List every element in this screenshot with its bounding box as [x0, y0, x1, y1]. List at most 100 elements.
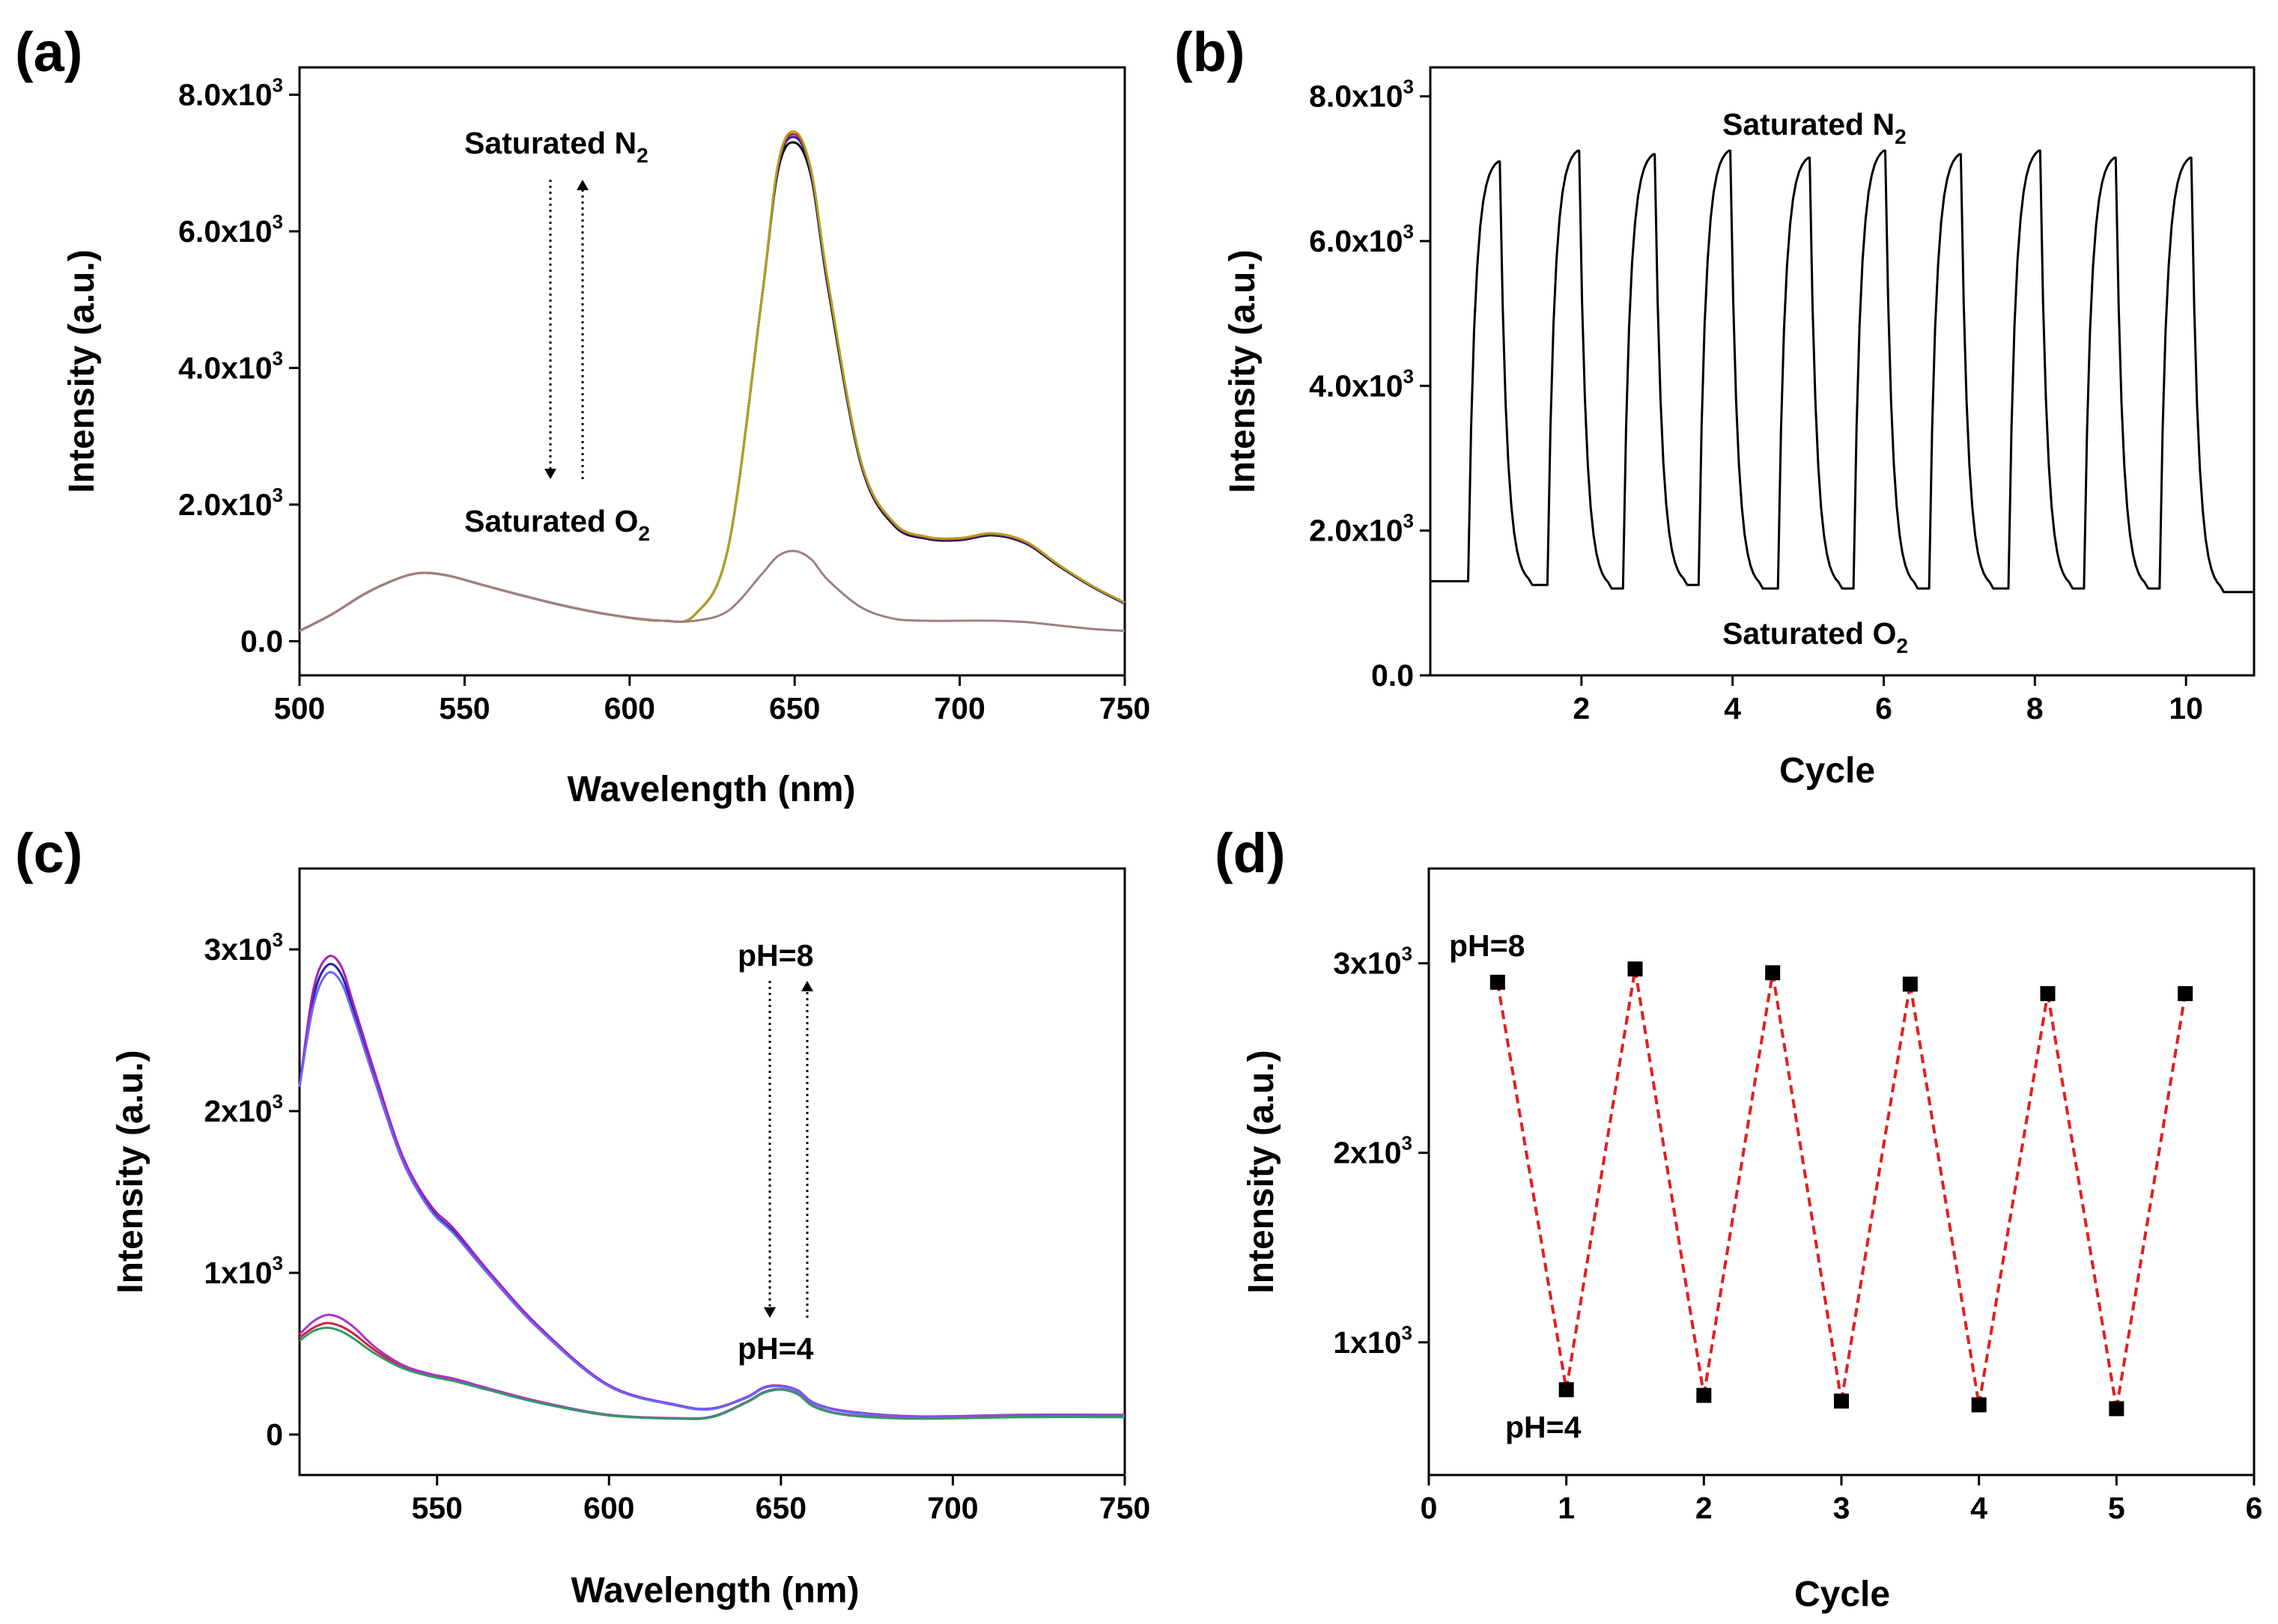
data-point-d-8 — [2040, 986, 2056, 1002]
x-tick-label-b-1: 4 — [1724, 691, 1741, 726]
y-tick-mantissa-b-4: 8.0x10 — [1309, 79, 1403, 114]
y-tick-label-a-4: 8.0x103 — [178, 73, 283, 112]
x-tick-label-b-3: 8 — [2026, 691, 2044, 726]
annotation-bottom-sub-b: 2 — [1896, 634, 1908, 657]
annotation-top-d: pH=8 — [1449, 928, 1525, 963]
connector-d-9 — [2115, 993, 2187, 1409]
x-tick-label-d-4: 4 — [1970, 1491, 1987, 1525]
y-tick-label-a-3: 6.0x103 — [178, 210, 283, 249]
annotation-top-text-a: Saturated N — [464, 126, 637, 160]
y-tick-exponent-c-2: 3 — [273, 1090, 283, 1113]
x-tick-label-d-2: 2 — [1695, 1491, 1713, 1525]
panel-a-label: (a) — [15, 21, 82, 83]
annotation-bottom-b: Saturated O2 — [1722, 616, 1908, 657]
panel-d-label: (d) — [1215, 822, 1286, 884]
x-tick-label-a-5: 750 — [1099, 691, 1150, 726]
connector-d-6 — [1908, 984, 1981, 1405]
x-tick-label-c-1: 600 — [583, 1491, 634, 1525]
connector-d-8 — [2046, 993, 2118, 1409]
plot-frame-c — [298, 867, 1126, 1476]
annotation-bottom-text-b: Saturated O — [1722, 616, 1896, 651]
y-tick-exponent-a-3: 3 — [273, 210, 283, 233]
y-tick-exponent-c-3: 3 — [273, 928, 283, 951]
series-line-c-4 — [298, 1313, 1126, 1420]
panel-b-label: (b) — [1174, 21, 1245, 83]
data-point-d-1 — [1558, 1382, 1574, 1398]
series-line-a-4 — [299, 550, 1126, 633]
series-line-c-2 — [298, 970, 1126, 1419]
data-point-d-6 — [1902, 976, 1918, 992]
connector-d-4 — [1771, 972, 1843, 1402]
series-line-c-3 — [299, 1322, 1126, 1420]
y-tick-mantissa-a-0: 0.0 — [240, 624, 283, 658]
y-tick-exponent-c-1: 3 — [273, 1252, 283, 1274]
y-tick-exponent-a-2: 3 — [273, 347, 283, 369]
x-tick-label-b-4: 10 — [2169, 691, 2203, 726]
y-tick-exponent-b-3: 3 — [1403, 220, 1414, 243]
y-tick-exponent-b-2: 3 — [1403, 365, 1414, 387]
panel-c-label: (c) — [15, 822, 82, 884]
x-axis-label-a: Wavelength (nm) — [568, 770, 856, 809]
annotation-bottom-a: Saturated O2 — [464, 504, 650, 545]
series-line-c-5 — [299, 1326, 1126, 1420]
series-line-c-0 — [298, 963, 1126, 1418]
y-tick-exponent-d-2: 3 — [1402, 943, 1412, 965]
panel-a: 500 550 600 650 700 7500.02.0x1034.0x1036.0x1… — [62, 66, 1150, 809]
y-tick-label-b-1: 2.0x103 — [1309, 510, 1414, 548]
y-tick-mantissa-d-1: 2x10 — [1333, 1136, 1401, 1170]
connector-d-0 — [1495, 982, 1568, 1390]
annotation-top-b: Saturated N2 — [1722, 107, 1907, 148]
y-tick-mantissa-c-0: 0 — [266, 1417, 283, 1452]
connector-d-3 — [1702, 972, 1775, 1396]
arrow-up-head-c — [801, 981, 813, 991]
annotation-top-text-b: Saturated N — [1722, 107, 1895, 142]
annotation-top-c: pH=8 — [738, 938, 813, 973]
data-point-d-10 — [2178, 986, 2193, 1002]
y-tick-mantissa-b-1: 2.0x10 — [1309, 514, 1403, 548]
data-point-d-0 — [1489, 974, 1505, 990]
annotation-top-sub-b: 2 — [1895, 125, 1907, 148]
annotation-bottom-sub-a: 2 — [638, 522, 650, 545]
y-tick-label-d-0: 1x103 — [1333, 1322, 1412, 1360]
y-tick-mantissa-a-1: 2.0x10 — [178, 487, 272, 522]
x-tick-label-a-0: 500 — [274, 691, 325, 726]
y-tick-label-b-4: 8.0x103 — [1309, 76, 1414, 114]
annotation-top-a: Saturated N2 — [464, 126, 649, 167]
data-point-d-4 — [1765, 965, 1781, 981]
y-tick-mantissa-c-3: 3x10 — [204, 932, 272, 967]
y-tick-mantissa-d-2: 3x10 — [1333, 946, 1401, 981]
y-tick-exponent-a-1: 3 — [273, 484, 283, 506]
x-tick-label-b-0: 2 — [1573, 691, 1590, 726]
y-tick-label-c-0: 0 — [266, 1417, 283, 1452]
annotation-bottom-text-d: pH=4 — [1505, 1410, 1582, 1444]
y-tick-mantissa-b-0: 0.0 — [1371, 658, 1414, 693]
plot-frame-b — [1429, 66, 2256, 677]
y-tick-mantissa-c-2: 2x10 — [204, 1094, 272, 1128]
plot-frame-a — [298, 66, 1126, 677]
y-axis-label-d: Intensity (a.u.) — [1242, 1050, 1281, 1293]
x-tick-label-a-1: 550 — [439, 691, 490, 726]
y-tick-exponent-d-1: 3 — [1402, 1132, 1412, 1155]
y-tick-label-a-1: 2.0x103 — [178, 484, 283, 522]
x-tick-label-c-2: 650 — [756, 1491, 807, 1525]
panel-b: 2 4 6 8 100.02.0x1034.0x1036.0x1038.0x103Cyc… — [1223, 66, 2256, 791]
y-tick-label-b-2: 4.0x103 — [1309, 365, 1414, 403]
y-tick-mantissa-a-3: 6.0x10 — [178, 214, 272, 249]
y-tick-exponent-d-0: 3 — [1402, 1322, 1412, 1344]
arrow-down-head-a — [544, 469, 556, 479]
y-tick-mantissa-a-4: 8.0x10 — [178, 77, 272, 112]
x-tick-label-d-1: 1 — [1558, 1491, 1575, 1525]
y-tick-label-c-1: 1x103 — [204, 1252, 283, 1290]
x-tick-label-d-5: 5 — [2108, 1491, 2125, 1525]
y-tick-mantissa-c-1: 1x10 — [204, 1256, 272, 1290]
annotation-top-sub-a: 2 — [637, 144, 649, 167]
x-tick-label-a-4: 700 — [934, 691, 985, 726]
x-axis-label-c: Wavelength (nm) — [571, 1571, 860, 1611]
connector-d-2 — [1633, 968, 1706, 1396]
y-axis-label-a: Intensity (a.u.) — [62, 249, 102, 493]
x-tick-label-a-2: 600 — [604, 691, 655, 726]
arrow-down-head-c — [764, 1307, 776, 1318]
data-point-d-5 — [1834, 1393, 1849, 1409]
